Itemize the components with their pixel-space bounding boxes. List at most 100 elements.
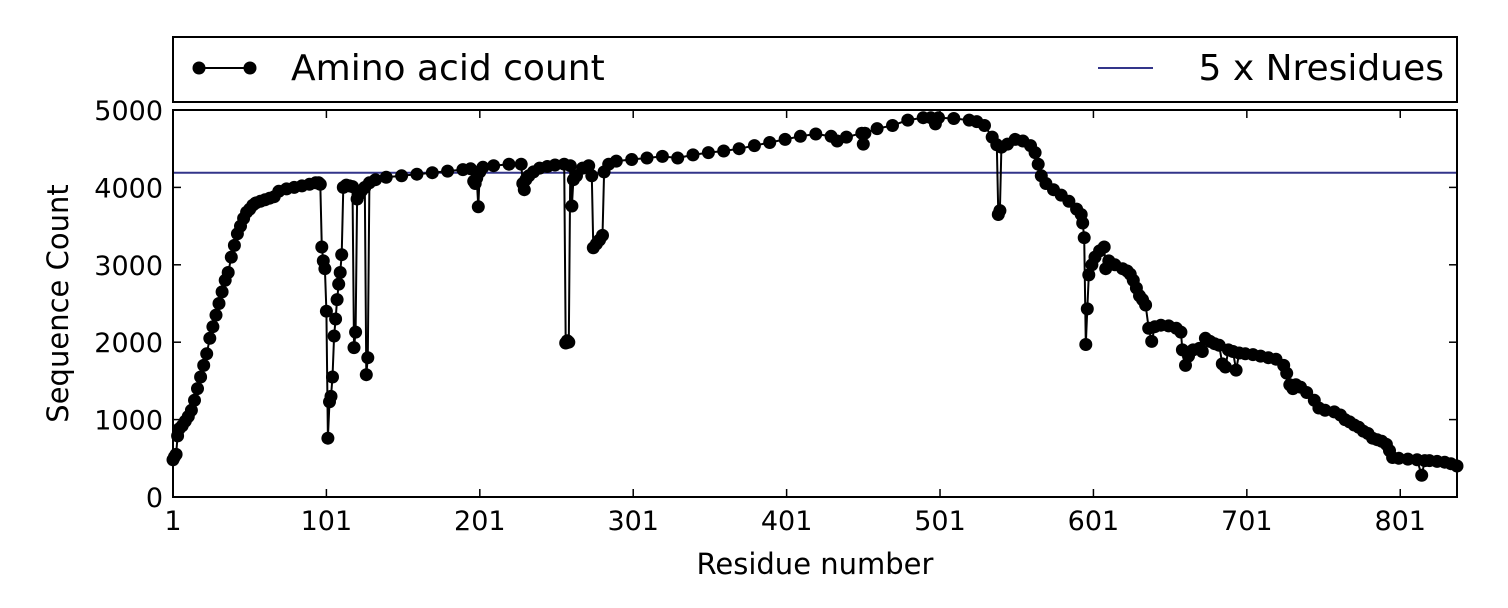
data-point — [349, 325, 363, 339]
data-point — [209, 308, 223, 322]
data-point — [596, 228, 609, 242]
data-point — [319, 304, 333, 318]
x-tick-label: 301 — [607, 506, 659, 537]
x-tick-label: 601 — [1068, 506, 1120, 537]
data-point — [379, 170, 393, 184]
data-point — [1174, 325, 1188, 339]
data-point — [517, 183, 531, 197]
data-point — [671, 151, 685, 165]
data-point — [1079, 338, 1093, 351]
data-point — [321, 431, 335, 445]
x-axis-label: Residue number — [697, 547, 934, 581]
data-point — [747, 139, 761, 153]
data-point — [565, 199, 579, 213]
data-point — [224, 250, 238, 264]
data-point — [324, 389, 338, 403]
data-point — [778, 132, 792, 146]
data-point — [203, 331, 217, 345]
data-point — [582, 159, 596, 173]
data-point — [332, 277, 346, 291]
data-point — [188, 393, 201, 407]
data-point — [625, 153, 639, 166]
y-tick-label: 3000 — [94, 251, 163, 282]
x-tick-label: 401 — [761, 506, 813, 537]
data-point — [1280, 366, 1294, 380]
data-point — [169, 447, 183, 461]
data-point — [502, 157, 516, 171]
y-axis-label: Sequence Count — [41, 184, 75, 422]
data-point — [1229, 363, 1243, 377]
data-point — [839, 130, 853, 144]
data-point — [425, 166, 439, 180]
data-point — [1077, 231, 1091, 245]
x-tick-label: 1 — [164, 506, 181, 537]
data-point — [686, 148, 700, 162]
data-point — [640, 151, 654, 165]
x-tick-label: 201 — [454, 506, 506, 537]
data-point — [1031, 157, 1045, 171]
data-point — [1415, 468, 1429, 482]
data-point — [809, 127, 823, 141]
data-point — [563, 159, 577, 173]
data-point — [870, 122, 884, 136]
x-tick-label: 501 — [914, 506, 966, 537]
data-point — [369, 173, 382, 187]
data-point — [359, 368, 373, 382]
x-axis: 1 101 201 301 401 501 601 701 801 — [164, 110, 1426, 537]
data-point — [191, 382, 204, 396]
data-point — [1218, 360, 1232, 374]
data-point — [1145, 334, 1159, 348]
x-tick-label: 101 — [301, 506, 353, 537]
legend-label-amino-acid-count: Amino acid count — [291, 48, 605, 89]
data-point — [978, 119, 991, 132]
data-point — [856, 137, 870, 151]
y-tick-label: 5000 — [94, 96, 163, 127]
data-point — [932, 111, 945, 125]
data-point — [947, 112, 961, 125]
data-point — [1028, 146, 1042, 160]
data-point — [315, 240, 329, 254]
data-point — [793, 129, 807, 143]
data-point — [327, 329, 341, 343]
data-point — [1080, 302, 1094, 316]
legend-marker-amino-acid-count — [243, 61, 257, 75]
data-point — [562, 335, 576, 349]
data-point — [441, 164, 455, 178]
series-layer — [166, 111, 1464, 482]
data-point — [313, 177, 327, 191]
data-point — [326, 370, 339, 384]
data-point — [227, 238, 241, 252]
data-point — [514, 157, 528, 171]
data-point — [361, 351, 375, 365]
data-point — [886, 119, 899, 132]
data-point — [1076, 216, 1090, 230]
y-tick-label: 2000 — [94, 328, 163, 359]
data-point — [585, 169, 599, 183]
y-axis: 0 1000 2000 3000 4000 5000 — [94, 96, 1457, 514]
data-point — [732, 142, 746, 156]
legend-marker-amino-acid-count — [192, 61, 206, 75]
data-point — [1082, 268, 1096, 282]
legend-label-5x-nresidues: 5 x Nresidues — [1198, 48, 1444, 89]
data-point — [330, 293, 344, 307]
data-point — [609, 154, 623, 168]
data-point — [1097, 240, 1111, 254]
data-point — [212, 297, 226, 310]
data-point — [333, 266, 347, 279]
data-point — [410, 167, 424, 181]
plot-frame — [172, 109, 1458, 498]
data-point — [215, 285, 229, 299]
data-point — [197, 358, 211, 372]
x-tick-label: 701 — [1221, 506, 1273, 537]
data-point — [200, 347, 214, 361]
data-point — [901, 113, 915, 127]
data-point — [471, 200, 485, 214]
data-point — [763, 136, 777, 149]
data-point — [395, 169, 409, 183]
data-point — [655, 149, 669, 163]
data-point — [701, 146, 715, 160]
legend: Amino acid count 5 x Nresidues — [172, 36, 1458, 103]
data-point — [335, 248, 349, 262]
data-point — [206, 320, 220, 334]
legend-frame — [172, 36, 1458, 103]
